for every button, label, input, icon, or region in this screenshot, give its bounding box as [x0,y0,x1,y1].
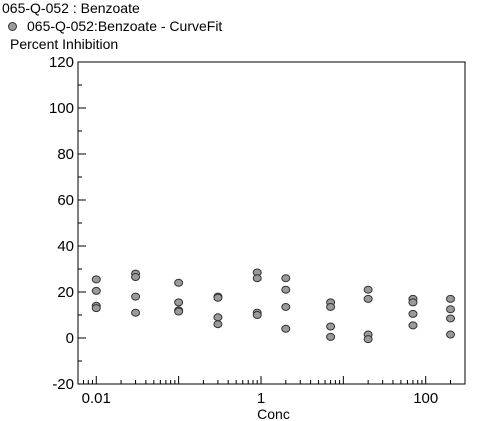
data-point [445,314,455,323]
data-point [326,322,336,331]
y-tick-label: 120 [49,54,74,71]
y-tick-label: 0 [66,330,74,347]
y-tick-label: 100 [49,100,74,117]
data-point [326,332,336,341]
y-axis-title: Percent Inhibition [10,36,119,52]
plot-area [77,61,466,385]
data-point [281,274,291,283]
data-point [213,293,223,302]
data-point [174,307,184,316]
x-tick-label: 0.01 [82,390,111,407]
data-point [131,273,141,282]
y-tick-label: -20 [52,376,74,393]
data-point [445,330,455,339]
data-point [408,298,418,307]
data-point [281,302,291,311]
chart-title: 065-Q-052 : Benzoate [2,0,140,16]
x-tick-label: 1 [257,390,265,407]
y-tick-label: 40 [57,238,74,255]
y-axis: -20 0 20 40 60 80 100 120 [49,54,86,393]
data-point [91,275,101,284]
data-point [252,311,262,319]
y-tick-label: 60 [57,192,74,209]
legend-marker-icon [8,22,17,31]
data-point [91,304,101,313]
data-point [281,324,291,333]
y-tick-label: 80 [57,146,74,163]
data-point [174,298,184,307]
data-point [131,308,141,317]
data-point [281,285,291,294]
data-point [363,285,373,294]
data-point [252,274,262,283]
data-point [213,313,223,322]
legend-item: 065-Q-052:Benzoate - CurveFit [8,18,222,35]
data-point [131,292,141,301]
data-point [363,335,373,344]
data-point [445,294,455,303]
data-point [445,305,455,314]
x-tick-label: 100 [413,390,438,407]
data-point [363,294,373,303]
data-point [174,278,184,287]
x-axis: 0.01 1 100 [77,376,466,407]
x-axis-title: Conc [257,406,290,421]
data-point [408,321,418,330]
data-point [91,286,101,295]
y-tick-label: 20 [57,284,74,301]
data-point [408,309,418,318]
data-point [326,302,336,311]
data-point [213,320,223,329]
legend-label: 065-Q-052:Benzoate - CurveFit [27,18,223,34]
data-points [91,268,455,344]
